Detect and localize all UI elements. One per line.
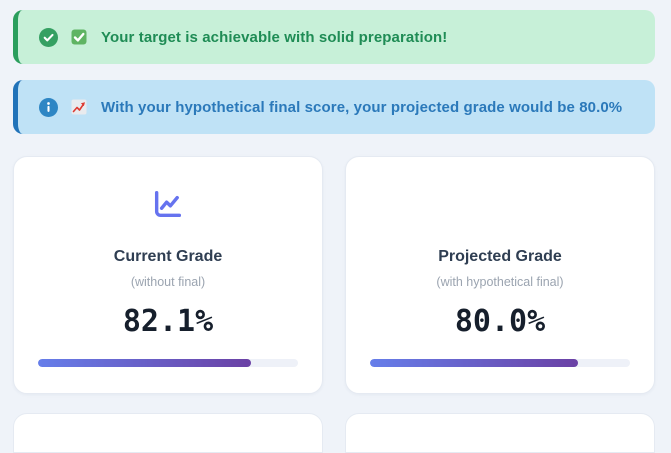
progress-track	[370, 359, 630, 368]
progress-track	[38, 359, 298, 368]
info-circle-icon	[39, 97, 58, 117]
partial-card	[13, 413, 323, 453]
chart-increasing-emoji	[71, 99, 87, 115]
progress-fill	[38, 359, 252, 368]
icon-slot-empty	[483, 187, 517, 221]
alert-info: With your hypothetical final score, your…	[13, 80, 655, 134]
projected-grade-card: Projected Grade (with hypothetical final…	[345, 156, 655, 394]
check-box-emoji	[71, 29, 87, 45]
alert-success: Your target is achievable with solid pre…	[13, 10, 655, 64]
alert-info-message: With your hypothetical final score, your…	[101, 98, 623, 116]
stat-cards-row: Current Grade (without final) 82.1% Proj…	[13, 156, 655, 394]
partial-card	[345, 413, 655, 453]
partial-cards-row	[13, 413, 655, 453]
current-grade-value: 82.1%	[122, 304, 214, 340]
icon-slot	[151, 187, 185, 221]
projected-grade-value: 80.0%	[454, 304, 546, 340]
check-circle-icon	[39, 27, 58, 47]
card-subtitle: (without final)	[130, 275, 206, 290]
progress-fill	[370, 359, 578, 368]
card-title: Projected Grade	[438, 248, 562, 265]
card-subtitle: (with hypothetical final)	[436, 275, 564, 290]
alert-success-message: Your target is achievable with solid pre…	[101, 28, 448, 46]
current-grade-card: Current Grade (without final) 82.1%	[13, 156, 323, 394]
chart-line-icon	[154, 190, 182, 218]
card-title: Current Grade	[113, 248, 223, 265]
